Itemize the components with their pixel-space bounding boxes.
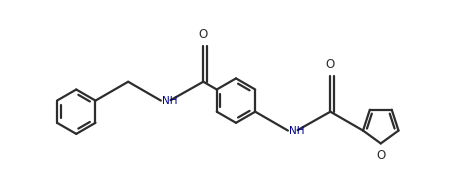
Text: O: O [376,149,385,162]
Text: O: O [326,57,335,71]
Text: NH: NH [162,96,178,106]
Text: NH: NH [289,126,305,136]
Text: O: O [199,28,208,41]
